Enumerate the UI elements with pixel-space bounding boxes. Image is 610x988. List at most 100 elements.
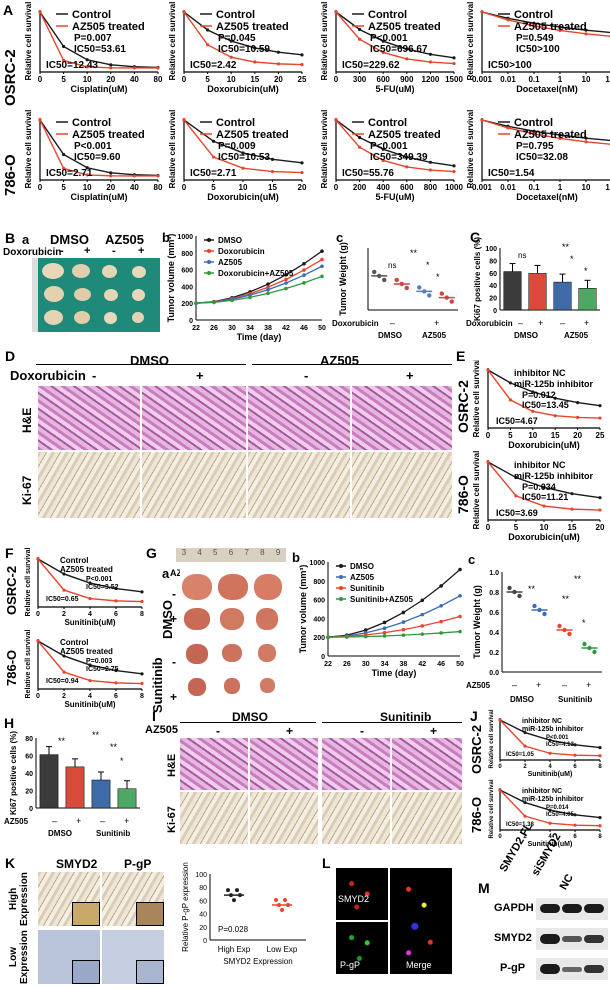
treated-point	[531, 409, 535, 413]
growth-point	[439, 584, 443, 588]
sig-double-star: **	[528, 584, 536, 594]
treated-point	[405, 165, 409, 169]
legend-nc: inhibitor NC	[514, 368, 566, 378]
p-value: P=0.028	[218, 925, 249, 934]
legend-treated: AZ505 treated	[72, 21, 145, 33]
m-blot-pgp	[536, 958, 608, 980]
growth-point	[363, 634, 368, 639]
x-tick-label: 0	[182, 183, 187, 192]
panel-b-a-sign1: -	[60, 245, 64, 257]
y-tick-label: 40	[199, 912, 207, 919]
growth-point	[401, 620, 406, 624]
x-tick-label: 80	[154, 183, 163, 192]
treated-point	[573, 823, 577, 827]
control-point	[523, 730, 527, 735]
x-tick-label: 5	[61, 183, 66, 192]
treated-point	[182, 118, 186, 122]
legend-treated: AZ505 treated	[514, 129, 587, 141]
data-point	[592, 649, 597, 655]
y-axis-label: Relative cell survival	[472, 360, 481, 437]
x-axis-label: 5-FU(uM)	[376, 84, 415, 94]
sign: +	[538, 318, 543, 328]
data-point	[532, 603, 537, 609]
x-tick-label: 1	[558, 183, 563, 192]
growth-point	[284, 286, 288, 291]
he-image-3	[248, 386, 350, 450]
data-point	[399, 281, 404, 287]
ruler: 3 4 5 6 7 8 9	[176, 548, 286, 562]
growth-point	[284, 272, 288, 277]
tumor-photo-doxorubicin	[32, 258, 160, 332]
x-axis-label: Doxorubicin(uM)	[207, 192, 279, 202]
treated-point	[109, 174, 113, 178]
control-point	[381, 147, 385, 151]
data-point	[444, 295, 449, 300]
treated-point	[114, 681, 118, 685]
sig-star: *	[120, 756, 124, 766]
control-curve	[487, 369, 601, 407]
legend-treated: AZ505 treated	[368, 21, 441, 33]
x-tick-label: 0	[486, 523, 491, 532]
growth-point	[302, 281, 306, 285]
x-tick-label: 100	[605, 75, 610, 84]
treated-curve	[335, 11, 455, 65]
legend-marker	[339, 586, 343, 590]
y-tick-label: 60	[25, 754, 33, 761]
ruler-tick: 9	[275, 548, 281, 557]
legend-label: DMSO	[218, 236, 242, 245]
panel-d-line-dmso	[36, 364, 246, 365]
ruler-tick: 6	[228, 548, 234, 557]
legend-nc: inhibitor NC	[522, 718, 562, 725]
growth-point	[266, 291, 270, 296]
treated-point	[498, 718, 502, 722]
panel-i-row-he: H&E	[166, 753, 178, 777]
legend-control: Control	[216, 117, 255, 129]
ic50-nc: IC50=4.05	[546, 812, 575, 818]
control-point	[558, 133, 562, 137]
y-tick-label: 1000	[309, 560, 325, 567]
data-point	[422, 289, 427, 294]
y-tick-label: 800	[313, 579, 325, 586]
panel-g-label: G	[146, 545, 157, 561]
l-smyd2-label: SMYD2	[338, 894, 370, 904]
x-tick-label: 600	[377, 75, 391, 84]
legend-label: Sunitinib+AZ505	[350, 595, 413, 604]
x-tick-label: 4	[548, 834, 552, 840]
control-point	[523, 800, 527, 805]
legend-treated: AZ505 treated	[60, 647, 113, 656]
legend-treated: AZ505 treated	[60, 565, 113, 574]
control-point	[211, 139, 216, 143]
x-tick-label: 38	[400, 661, 408, 668]
sign: –	[518, 318, 523, 328]
y-axis-label: Tumor Weight (g)	[338, 242, 348, 316]
panel-m-label: M	[478, 880, 490, 896]
x-tick-label: 26	[343, 661, 351, 668]
panel-g-b-chart: b 22 26 30 34 38 42 46 50 0 200 400 600 800 1000 Time (…	[292, 550, 464, 678]
panel-b-a-az505: AZ505	[105, 232, 145, 247]
data-point	[542, 611, 547, 617]
y-axis-label: Relative cell survival	[24, 2, 33, 81]
x-tick-label: 5	[205, 75, 210, 84]
x-tick-label: 40	[130, 183, 139, 192]
legend-control: Control	[514, 117, 553, 129]
x-tick-label: 42	[418, 661, 426, 668]
legend-treated: AZ505 treated	[72, 129, 145, 141]
control-curve	[183, 11, 303, 56]
k-ihc-high-pgp	[102, 872, 164, 926]
treated-point	[598, 508, 602, 512]
p-value: P<0.001	[370, 141, 408, 152]
legend-control: Control	[72, 117, 111, 129]
data-point	[286, 903, 290, 908]
x-tick-label: 4	[88, 693, 92, 700]
data-point	[283, 898, 287, 903]
bar	[117, 788, 137, 809]
panel-b-a-dmso: DMSO	[50, 232, 89, 247]
growth-point	[320, 249, 324, 253]
p-value: P<0.001	[86, 576, 112, 583]
p-value: P=0.034	[522, 482, 556, 492]
growth-point	[230, 298, 234, 303]
x-tick-label: 46	[300, 325, 308, 332]
sign: –	[512, 680, 517, 690]
treated-point	[532, 24, 536, 28]
data-point	[517, 593, 522, 599]
